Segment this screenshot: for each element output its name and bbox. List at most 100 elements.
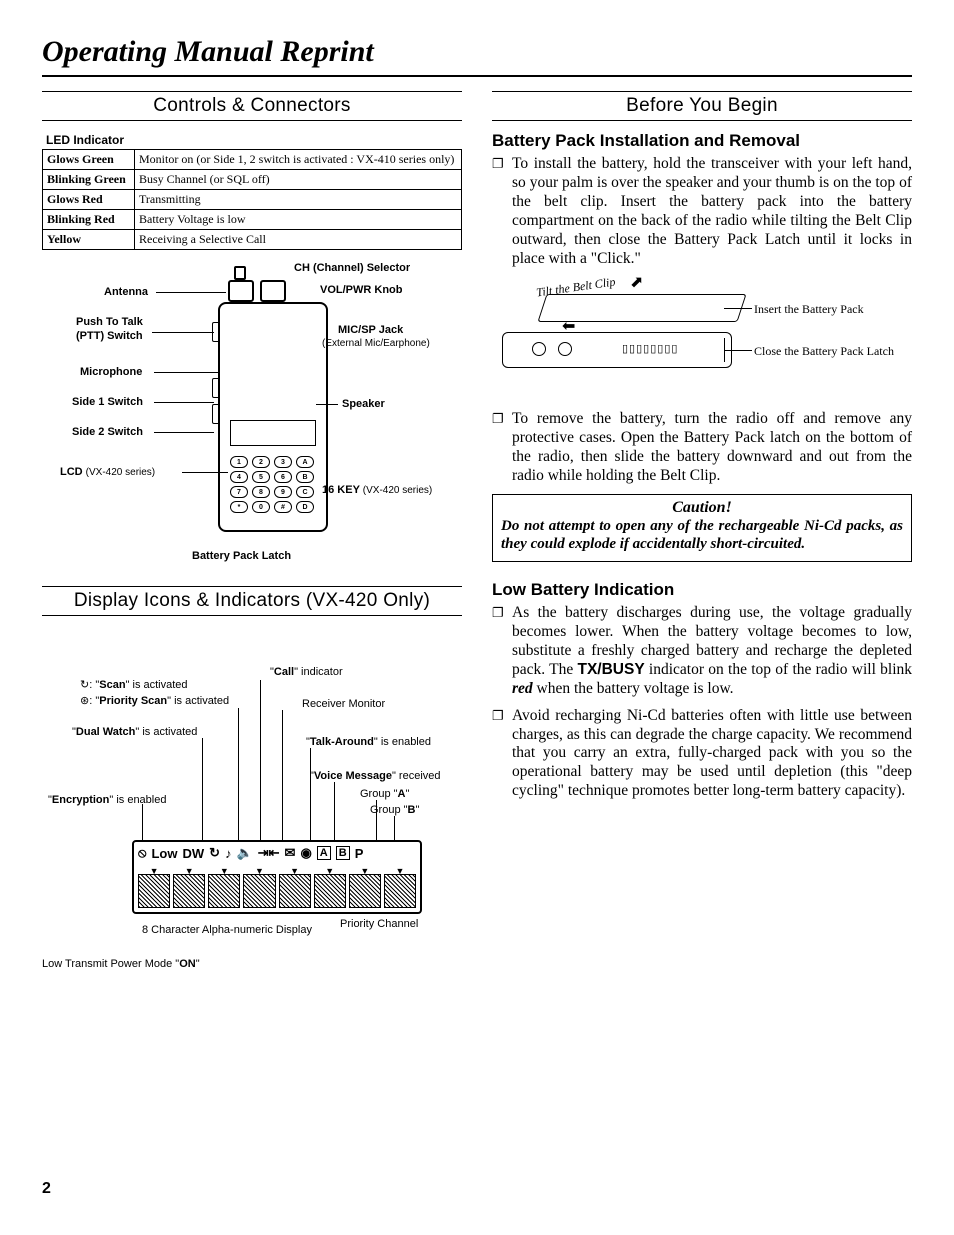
- scan-label: ↻: "Scan" is activated: [80, 678, 188, 691]
- display-icons-diagram: ↻: "Scan" is activated ⊛: "Priority Scan…: [42, 630, 462, 970]
- two-column-layout: Controls & Connectors LED Indicator Glow…: [42, 91, 912, 970]
- leader-line: [238, 708, 239, 840]
- body-paragraph: To remove the battery, turn the radio of…: [492, 410, 912, 486]
- leader-line: [724, 338, 725, 362]
- table-row: Blinking Red Battery Voltage is low: [43, 210, 462, 230]
- lcd-icon: ✉: [285, 845, 296, 861]
- body-paragraph: To install the battery, hold the transce…: [492, 155, 912, 268]
- radio-side-shape: [212, 404, 220, 424]
- radio-knob-shape: [228, 280, 254, 302]
- receiver-monitor-label: Receiver Monitor: [302, 698, 385, 710]
- antenna-label: Antenna: [104, 286, 148, 298]
- display-icons-header: Display Icons & Indicators (VX-420 Only): [42, 586, 462, 616]
- led-state: Glows Red: [43, 190, 135, 210]
- lcd-icon: ↻: [209, 845, 220, 861]
- ptt-label-1: Push To Talk: [76, 316, 143, 328]
- caution-body: Do not attempt to open any of the rechar…: [501, 517, 903, 553]
- right-column: Before You Begin Battery Pack Installati…: [492, 91, 912, 970]
- leader-line: [334, 782, 335, 840]
- leader-line: [282, 710, 283, 840]
- lcd-icon: ⦸: [138, 845, 146, 861]
- page-title: Operating Manual Reprint: [42, 35, 912, 77]
- low-tx-label: Low Transmit Power Mode "ON": [42, 958, 200, 970]
- up-arrow-icon: ⬈: [630, 272, 643, 292]
- eight-char-label: 8 Character Alpha-numeric Display: [142, 924, 312, 936]
- sixteen-key-label: 16 KEY (VX-420 series): [322, 484, 432, 496]
- side1-label: Side 1 Switch: [72, 396, 143, 408]
- radio-knob-shape: [260, 280, 286, 302]
- radio-antenna-shape: [234, 266, 246, 280]
- lcd-icon: ◉: [300, 845, 311, 861]
- latch-slots-shape: ▯▯▯▯▯▯▯▯: [622, 342, 678, 355]
- call-indicator-label: "Call" indicator: [270, 666, 343, 678]
- lcd-icon: ♪: [225, 846, 232, 861]
- table-row: Glows Green Monitor on (or Side 1, 2 swi…: [43, 150, 462, 170]
- led-indicator-table: Glows Green Monitor on (or Side 1, 2 swi…: [42, 149, 462, 250]
- led-desc: Battery Voltage is low: [135, 210, 462, 230]
- battery-latch-label: Battery Pack Latch: [192, 550, 291, 562]
- leader-line: [724, 308, 752, 309]
- leader-line: [152, 332, 214, 333]
- ptt-label-2: (PTT) Switch: [76, 330, 143, 342]
- low-battery-title: Low Battery Indication: [492, 580, 912, 600]
- battery-install-title: Battery Pack Installation and Removal: [492, 131, 912, 151]
- body-paragraph: Avoid recharging Ni-Cd batteries often w…: [492, 707, 912, 802]
- controls-connectors-header: Controls & Connectors: [42, 91, 462, 121]
- encryption-label: "Encryption" is enabled: [48, 794, 166, 806]
- led-desc: Transmitting: [135, 190, 462, 210]
- lcd-label: LCD (VX-420 series): [60, 466, 155, 478]
- mic-sp-label: MIC/SP Jack: [338, 324, 403, 336]
- radio-lcd-shape: [230, 420, 316, 446]
- radio-callout-diagram: 123A 456B 789C *0#D Antenna CH (Channel)…: [42, 262, 462, 572]
- leader-line: [202, 738, 203, 840]
- battery-install-diagram: Tilt the Belt Clip ⬈ ⬅ ▯▯▯▯▯▯▯▯ Insert t…: [492, 276, 912, 396]
- mic-sp-sub-label: (External Mic/Earphone): [322, 338, 430, 349]
- talk-around-label: "Talk-Around" is enabled: [306, 736, 431, 748]
- lcd-icons-row: ⦸ Low DW ↻ ♪ 🔈 ⇥⇤ ✉ ◉ A B P: [138, 844, 416, 862]
- leader-line: [182, 472, 228, 473]
- insert-battery-label: Insert the Battery Pack: [754, 302, 864, 317]
- led-desc: Receiving a Selective Call: [135, 230, 462, 250]
- table-row: Glows Red Transmitting: [43, 190, 462, 210]
- lcd-icon: P: [355, 846, 364, 861]
- radio-keypad-shape: 123A 456B 789C *0#D: [230, 456, 316, 520]
- leader-line: [154, 432, 214, 433]
- priority-channel-label: Priority Channel: [340, 918, 418, 930]
- leader-line: [316, 404, 338, 405]
- dual-watch-label: "Dual Watch" is activated: [72, 726, 197, 738]
- before-you-begin-header: Before You Begin: [492, 91, 912, 121]
- leader-line: [154, 402, 214, 403]
- lcd-icon: B: [336, 846, 350, 860]
- leader-line: [310, 748, 311, 840]
- leader-line: [376, 800, 377, 840]
- table-row: Blinking Green Busy Channel (or SQL off): [43, 170, 462, 190]
- led-state: Blinking Red: [43, 210, 135, 230]
- leader-line: [724, 350, 752, 351]
- led-desc: Busy Channel (or SQL off): [135, 170, 462, 190]
- led-state: Yellow: [43, 230, 135, 250]
- priority-scan-label: ⊛: "Priority Scan" is activated: [80, 694, 229, 707]
- vol-pwr-label: VOL/PWR Knob: [320, 284, 403, 296]
- page-number: 2: [42, 1180, 912, 1198]
- speaker-label: Speaker: [342, 398, 385, 410]
- group-b-label: Group "B": [370, 804, 419, 816]
- led-state: Blinking Green: [43, 170, 135, 190]
- body-paragraph: As the battery discharges during use, th…: [492, 604, 912, 699]
- leader-line: [156, 292, 226, 293]
- leader-line: [154, 372, 220, 373]
- lcd-char-row: [138, 866, 416, 908]
- leader-line: [394, 816, 395, 840]
- lcd-icon: 🔈: [237, 845, 253, 861]
- left-column: Controls & Connectors LED Indicator Glow…: [42, 91, 462, 970]
- ch-selector-label: CH (Channel) Selector: [294, 262, 410, 274]
- caution-title: Caution!: [501, 499, 903, 517]
- lcd-icon: Low: [151, 846, 177, 861]
- microphone-label: Microphone: [80, 366, 142, 378]
- lcd-icon: ⇥⇤: [258, 845, 280, 861]
- lcd-icon: A: [317, 846, 331, 860]
- led-state: Glows Green: [43, 150, 135, 170]
- group-a-label: Group "A": [360, 788, 409, 800]
- caution-box: Caution! Do not attempt to open any of t…: [492, 494, 912, 562]
- table-row: Yellow Receiving a Selective Call: [43, 230, 462, 250]
- leader-line: [260, 680, 261, 840]
